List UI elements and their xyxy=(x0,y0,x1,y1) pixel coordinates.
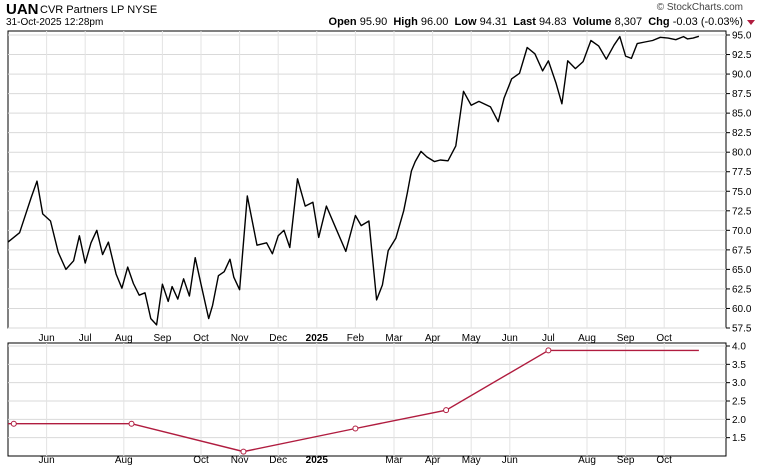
open-value: 95.90 xyxy=(359,16,388,28)
price-x-tick-label: Sep xyxy=(617,333,635,344)
indicator-x-tick-label: 2025 xyxy=(306,455,329,466)
price-x-tick-label: Nov xyxy=(231,333,249,344)
down-arrow-icon xyxy=(747,20,755,25)
indicator-point xyxy=(240,448,247,455)
chg-value: -0.03 (-0.03%) xyxy=(672,16,743,28)
high-label: High xyxy=(393,16,418,28)
price-x-tick-label: Jul xyxy=(79,333,92,344)
price-x-tick-label: May xyxy=(462,333,481,344)
indicator-x-tick-label: May xyxy=(462,455,481,466)
indicator-x-tick-label: Oct xyxy=(193,455,209,466)
price-x-tick-label: 2025 xyxy=(306,333,329,344)
indicator-x-tick-label: Apr xyxy=(425,455,441,466)
price-x-tick-label: Aug xyxy=(115,333,133,344)
indicator-y-tick-label: 2.5 xyxy=(732,397,746,408)
price-y-tick-label: 57.5 xyxy=(732,324,752,335)
indicator-x-tick-label: Jun xyxy=(502,455,518,466)
last-label: Last xyxy=(513,16,536,28)
indicator-x-tick-label: Sep xyxy=(617,455,635,466)
indicator-series-line xyxy=(8,349,699,453)
indicator-y-tick-label: 3.5 xyxy=(732,360,746,371)
chg-label: Chg xyxy=(648,16,670,28)
indicator-y-tick-label: 1.5 xyxy=(732,433,746,444)
price-x-tick-label: Feb xyxy=(347,333,365,344)
quote-datetime: 31-Oct-2025 12:28pm xyxy=(6,17,104,28)
price-y-tick-label: 92.5 xyxy=(732,50,752,61)
price-series-line xyxy=(7,35,700,326)
price-y-tick-label: 65.0 xyxy=(732,265,752,276)
indicator-y-tick-label: 4.0 xyxy=(732,342,746,353)
low-label: Low xyxy=(454,16,477,28)
price-x-tick-label: Dec xyxy=(269,333,287,344)
exchange-name: NYSE xyxy=(127,4,158,16)
price-x-tick-label: Mar xyxy=(385,333,403,344)
price-y-tick-label: 87.5 xyxy=(732,89,752,100)
price-y-tick-label: 72.5 xyxy=(732,206,752,217)
indicator-x-tick-label: Dec xyxy=(269,455,287,466)
price-y-tick-label: 80.0 xyxy=(732,148,752,159)
price-y-tick-label: 90.0 xyxy=(732,70,752,81)
price-y-tick-label: 62.5 xyxy=(732,284,752,295)
volume-value: 8,307 xyxy=(614,16,643,28)
price-x-tick-label: Aug xyxy=(578,333,596,344)
indicator-x-tick-label: Aug xyxy=(115,455,133,466)
indicator-point xyxy=(352,425,359,432)
price-y-tick-label: 75.0 xyxy=(732,187,752,198)
high-value: 96.00 xyxy=(420,16,449,28)
quote-summary: Open 95.90 High 96.00 Low 94.31 Last 94.… xyxy=(329,16,743,28)
price-panel-frame xyxy=(7,30,727,329)
price-x-tick-label: Sep xyxy=(154,333,172,344)
open-label: Open xyxy=(328,16,357,28)
company-name-text: CVR Partners LP xyxy=(40,4,125,16)
price-x-tick-label: Oct xyxy=(656,333,672,344)
price-x-tick-label: Jun xyxy=(39,333,55,344)
indicator-x-tick-label: Aug xyxy=(578,455,596,466)
indicator-x-tick-label: Oct xyxy=(656,455,672,466)
ticker-symbol: UAN xyxy=(6,1,39,18)
indicator-x-tick-label: Mar xyxy=(385,455,403,466)
indicator-x-tick-label: Jun xyxy=(39,455,55,466)
indicator-y-tick-label: 2.0 xyxy=(732,415,746,426)
price-y-tick-label: 85.0 xyxy=(732,109,752,120)
price-x-tick-label: Oct xyxy=(193,333,209,344)
price-y-tick-label: 82.5 xyxy=(732,128,752,139)
price-y-tick-label: 70.0 xyxy=(732,226,752,237)
indicator-point xyxy=(545,347,552,354)
brand-watermark: © StockCharts.com xyxy=(656,2,743,13)
price-x-tick-label: Apr xyxy=(425,333,441,344)
company-name: CVR Partners LP NYSE xyxy=(40,4,157,16)
indicator-point xyxy=(443,407,450,414)
indicator-point xyxy=(10,420,17,427)
indicator-x-tick-label: Nov xyxy=(231,455,249,466)
price-x-tick-label: Jun xyxy=(502,333,518,344)
price-x-tick-label: Jul xyxy=(542,333,555,344)
volume-label: Volume xyxy=(572,16,612,28)
indicator-y-tick-label: 3.0 xyxy=(732,378,746,389)
price-y-tick-label: 67.5 xyxy=(732,245,752,256)
price-y-tick-label: 60.0 xyxy=(732,304,752,315)
low-value: 94.31 xyxy=(479,16,508,28)
price-y-tick-label: 95.0 xyxy=(732,31,752,42)
price-y-tick-label: 77.5 xyxy=(732,167,752,178)
indicator-panel-frame xyxy=(7,342,727,457)
last-value: 94.83 xyxy=(538,16,567,28)
indicator-point xyxy=(128,420,135,427)
